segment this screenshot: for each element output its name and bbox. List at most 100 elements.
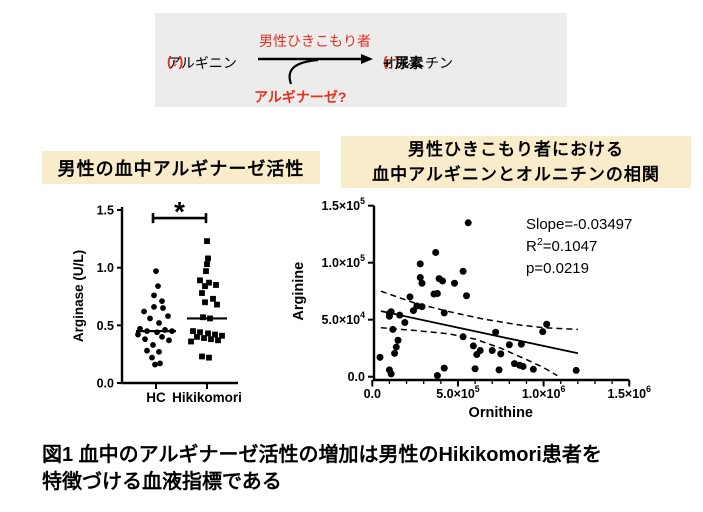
caption-line2: 特徴づける血液指標である — [42, 471, 282, 493]
data-point-circle — [157, 360, 163, 367]
y-tick-label: 5.0×104 — [322, 310, 366, 327]
data-point-square — [206, 354, 212, 361]
data-point-square — [208, 336, 214, 343]
data-point-circle — [141, 308, 147, 315]
scatter-point — [433, 372, 441, 380]
scatter-point — [394, 336, 402, 344]
significance-bracket — [151, 213, 208, 224]
product-byproduct: + 尿素 — [383, 55, 424, 71]
data-point-circle — [153, 268, 159, 275]
data-point-square — [205, 255, 211, 262]
data-point-square — [202, 299, 208, 306]
data-point-square — [205, 330, 211, 337]
scatter-point — [413, 302, 421, 310]
scatter-point — [492, 328, 500, 336]
scatter-point — [505, 341, 513, 349]
scatter-point — [440, 364, 448, 372]
y-axis-title: Arginine — [291, 262, 307, 321]
data-point-square — [199, 353, 205, 360]
data-point-square — [188, 338, 194, 345]
data-point-square — [197, 329, 203, 336]
data-point-circle — [160, 305, 166, 311]
significance-asterisk: * — [174, 196, 185, 227]
scatter-point — [392, 343, 400, 351]
x-tick-label: 1.5×106 — [608, 384, 652, 401]
scatter-point — [416, 260, 424, 268]
scatter-point — [517, 340, 525, 348]
scatter-point — [433, 289, 441, 297]
y-tick-label: 0.5 — [97, 319, 114, 333]
confidence-band-lower — [380, 326, 558, 377]
data-point-circle — [135, 331, 141, 338]
scatter-point — [396, 311, 404, 319]
scatter-point — [463, 292, 471, 300]
scatter-point — [451, 279, 459, 287]
data-point-circle — [144, 347, 150, 354]
data-point-square — [215, 337, 221, 344]
data-point-square — [197, 277, 203, 284]
data-point-square — [214, 301, 220, 308]
scatter-point — [459, 267, 467, 275]
scatter-point — [376, 353, 384, 361]
scatter-point — [459, 333, 467, 341]
left-panel-title: 男性の血中アルギナーゼ活性 — [42, 151, 320, 184]
data-point-square — [194, 333, 200, 340]
scatter-point — [440, 309, 448, 317]
data-point-circle — [159, 333, 165, 340]
scatter-point — [439, 277, 447, 285]
data-point-circle — [152, 361, 158, 368]
data-point-square — [203, 268, 209, 275]
x-tick-label: 5.0×105 — [436, 384, 480, 401]
reaction-arrow-head — [361, 54, 373, 64]
figure-caption: 図1 血中のアルギナーゼ活性の増加は男性のHikikomori患者を 特徴づける… — [42, 442, 682, 496]
y-tick-label: 1.0 — [97, 261, 114, 275]
y-axis-title: Arginase (U/L) — [71, 250, 86, 342]
scatter-point — [543, 320, 551, 328]
scatter-point — [418, 279, 426, 287]
left-panel-title-text: 男性の血中アルギナーゼ活性 — [57, 158, 305, 179]
data-point-circle — [147, 315, 153, 322]
data-point-square — [206, 279, 212, 286]
enzyme-curved-arrow — [288, 58, 319, 85]
right-panel-title-line2: 血中アルギニンとオルニチンの相関 — [372, 165, 660, 184]
data-point-circle — [149, 354, 155, 361]
condition-label: 男性ひきこもり者 — [259, 33, 371, 49]
data-point-square — [219, 332, 225, 339]
data-point-square — [201, 335, 207, 341]
substrate-change-arrow: (↓) — [167, 53, 184, 69]
caption-line1: 図1 血中のアルギナーゼ活性の増加は男性のHikikomori患者を — [42, 444, 602, 466]
data-point-square — [212, 331, 218, 338]
pathway-diagram: アルギニン (↓) 男性ひきこもり者 オルニチン (↑) + 尿素 アルギナーゼ… — [155, 13, 567, 107]
y-tick-label: 0.0 — [348, 370, 365, 384]
scatter-point — [385, 312, 393, 320]
regression-line — [380, 310, 579, 355]
scatter-point — [432, 248, 440, 256]
scatter-point — [469, 342, 477, 350]
enzyme-label: アルギナーゼ? — [254, 89, 347, 105]
scatter-point — [476, 346, 484, 354]
scatter-point — [416, 274, 424, 282]
data-point-circle — [156, 348, 162, 355]
data-point-circle — [166, 337, 172, 344]
scatter-point — [529, 365, 537, 373]
stats-annotation: R2=0.1047 — [526, 236, 597, 255]
category-label: HC — [146, 390, 166, 405]
category-label: Hikikomori — [172, 390, 242, 405]
axes — [120, 207, 238, 385]
data-point-square — [199, 290, 205, 296]
right-panel-title: 男性ひきこもり者における 血中アルギニンとオルニチンの相関 — [341, 136, 691, 188]
scatter-point — [488, 346, 496, 354]
scatter-point — [406, 293, 414, 301]
data-point-circle — [156, 320, 162, 326]
data-point-circle — [165, 313, 171, 320]
y-tick-label: 1.0×105 — [322, 253, 366, 270]
data-point-square — [200, 314, 206, 321]
scatter-point — [519, 362, 527, 370]
data-point-square — [213, 282, 219, 288]
scatter-point — [387, 370, 395, 378]
scatter-point — [401, 319, 409, 327]
scatter-point — [495, 366, 503, 374]
right-panel-title-line1: 男性ひきこもり者における — [408, 140, 624, 159]
scatter-point — [464, 219, 472, 227]
scatter-point — [497, 350, 505, 358]
